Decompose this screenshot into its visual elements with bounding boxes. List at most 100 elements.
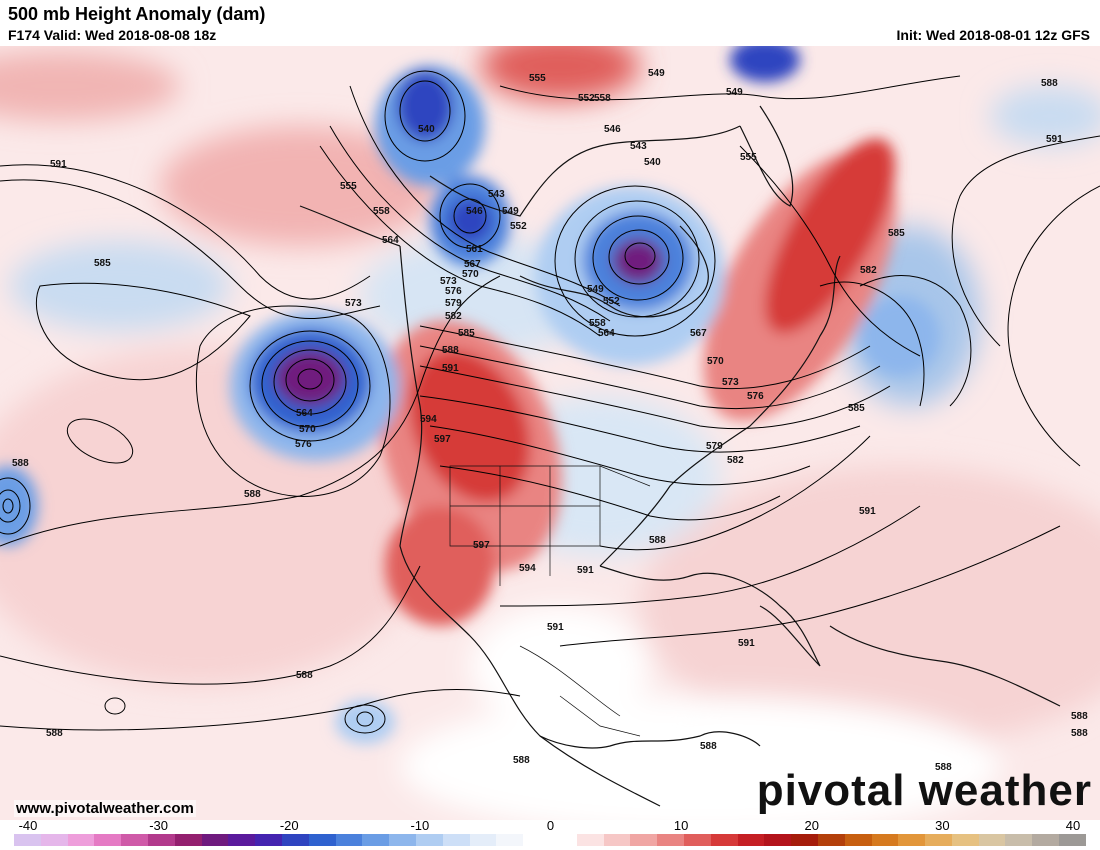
colorbar-swatch [657, 834, 684, 846]
colorbar-swatch [1059, 834, 1086, 846]
contour-label: 588 [700, 741, 717, 752]
map-title: 500 mb Height Anomaly (dam) [8, 4, 266, 24]
colorbar-swatch [737, 834, 765, 846]
contour-label: 579 [445, 298, 462, 309]
contour-label: 570 [707, 356, 724, 367]
colorbar [14, 834, 1086, 846]
colorbar-swatch [603, 834, 631, 846]
colorbar-swatch [94, 834, 122, 846]
colorbar-swatch [281, 834, 309, 846]
contour-label: 576 [445, 286, 462, 297]
contour-label: 582 [727, 455, 744, 466]
colorbar-swatch [951, 834, 979, 846]
coastlines [299, 105, 1061, 807]
colorbar-tick-label: -10 [410, 818, 430, 833]
colorbar-swatch [576, 834, 604, 846]
colorbar-swatch [469, 834, 497, 846]
contour-label: 555 [740, 152, 757, 163]
colorbar-tick-label: 20 [804, 818, 819, 833]
contour-label: 591 [1046, 134, 1063, 145]
contour-label: 594 [519, 563, 536, 574]
colorbar-swatch [844, 834, 872, 846]
colorbar-swatch [871, 834, 899, 846]
contour-label: 567 [464, 259, 481, 270]
contour-label: 558 [373, 206, 390, 217]
contour-label: 564 [598, 328, 615, 339]
colorbar-swatch [121, 834, 148, 846]
colorbar-swatch [255, 834, 282, 846]
contour-label: 588 [244, 489, 261, 500]
contour-label: 546 [604, 124, 621, 135]
colorbar-swatch [710, 834, 738, 846]
contour-label: 585 [94, 258, 111, 269]
anomaly-cores [0, 46, 940, 744]
contour-label: 588 [1071, 728, 1088, 739]
colorbar-ticks: -40 -30 -20 -10 0 10 20 30 40 [0, 818, 1100, 834]
contour-label: 573 [440, 276, 457, 287]
colorbar-swatch [549, 834, 577, 846]
contour-label: 549 [587, 284, 604, 295]
colorbar-swatch [791, 834, 818, 846]
colorbar-swatch [147, 834, 175, 846]
map-header: 500 mb Height Anomaly (dam) F174 Valid: … [0, 0, 1100, 46]
colorbar-swatch [1032, 834, 1060, 846]
website-credit: www.pivotalweather.com [14, 800, 196, 817]
contour-label: 570 [299, 424, 316, 435]
colorbar-swatch [201, 834, 229, 846]
colorbar-tick-label: 0 [546, 818, 555, 833]
colorbar-tick-label: -30 [149, 818, 169, 833]
contour-label: 585 [888, 228, 905, 239]
colorbar-swatch [335, 834, 363, 846]
contour-label: 552 [510, 221, 527, 232]
contour-label: 552 [578, 93, 595, 104]
colorbar-swatch [228, 834, 256, 846]
colorbar-swatch [925, 834, 952, 846]
contour-label: 588 [513, 755, 530, 766]
contour-label: 570 [462, 269, 479, 280]
contour-label: 555 [340, 181, 357, 192]
colorbar-tick-label: 40 [1065, 818, 1081, 833]
contour-label: 558 [589, 318, 606, 329]
contour-label: 561 [466, 244, 483, 255]
contour-label: 585 [848, 403, 865, 414]
colorbar-swatch [389, 834, 416, 846]
contour-label: 591 [50, 159, 67, 170]
contour-label: 567 [690, 328, 707, 339]
contour-label: 543 [488, 189, 505, 200]
colorbar-swatch [817, 834, 845, 846]
anomaly-map: 591 585 573 588 588 588 588 588 564 570 … [0, 46, 1100, 820]
contour-label: 591 [738, 638, 755, 649]
contour-label: 588 [296, 670, 313, 681]
colorbar-swatch [67, 834, 95, 846]
contour-labels: 591 585 573 588 588 588 588 588 564 570 … [12, 68, 1088, 773]
contour-label: 588 [649, 535, 666, 546]
contour-label: 552 [603, 296, 620, 307]
colorbar-swatch [496, 834, 524, 846]
colorbar-swatch [174, 834, 202, 846]
contour-label: 540 [418, 124, 435, 135]
contour-label: 564 [382, 235, 399, 246]
contour-label: 573 [722, 377, 739, 388]
contour-label: 597 [434, 434, 451, 445]
contour-label: 549 [726, 87, 743, 98]
contour-label: 591 [547, 622, 564, 633]
colorbar-tick-label: -40 [18, 818, 38, 833]
contour-label: 579 [706, 441, 723, 452]
init-time: Init: Wed 2018-08-01 12z GFS [896, 27, 1090, 43]
colorbar-swatch [308, 834, 336, 846]
colorbar-swatch [683, 834, 711, 846]
contour-label: 549 [648, 68, 665, 79]
contour-label: 576 [295, 439, 312, 450]
contour-label: 549 [502, 206, 519, 217]
contour-label: 540 [644, 157, 661, 168]
colorbar-swatch [764, 834, 792, 846]
colorbar-swatch [40, 834, 68, 846]
contour-label: 585 [458, 328, 475, 339]
contour-label: 588 [442, 345, 459, 356]
colorbar-swatch [362, 834, 390, 846]
contour-label: 555 [529, 73, 546, 84]
contour-label: 588 [935, 762, 952, 773]
colorbar-tick-label: 10 [673, 818, 689, 833]
contour-label: 588 [46, 728, 63, 739]
contour-label: 588 [1041, 78, 1058, 89]
